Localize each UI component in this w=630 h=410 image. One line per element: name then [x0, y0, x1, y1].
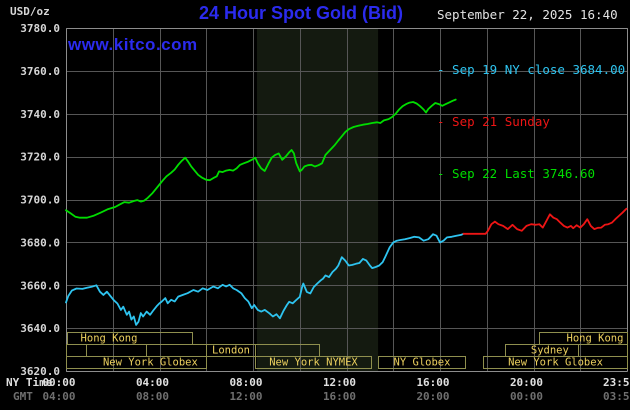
- x-tick-gmt-label: 12:00: [229, 390, 262, 403]
- x-tick-ny-label: 20:00: [510, 376, 543, 389]
- session-box: [378, 356, 466, 369]
- session-label: New York Globex: [103, 357, 198, 369]
- session-label: Hong Kong: [81, 333, 138, 345]
- legend-item: - Sep 22 Last 3746.60: [437, 166, 596, 181]
- kitco-watermark: www.kitco.com: [68, 35, 198, 54]
- session-box: [86, 344, 147, 357]
- x-tick-ny-label: 08:00: [229, 376, 262, 389]
- y-tick-label: 3660.0: [20, 279, 60, 292]
- nymex-session-band: [256, 28, 379, 371]
- datetime-label: September 22, 2025 16:40: [437, 7, 618, 22]
- y-tick-label: 3720.0: [20, 151, 60, 164]
- price-line-sep21: [462, 207, 628, 235]
- x-tick-gmt-label: 04:00: [42, 390, 75, 403]
- unit-label: USD/oz: [10, 5, 50, 18]
- x-tick-gmt-label: 20:00: [416, 390, 449, 403]
- legend-item: - Sep 19 NY close 3684.00: [437, 62, 626, 77]
- legend: - Sep 19 NY close 3684.00 - Sep 21 Sunda…: [437, 25, 625, 219]
- y-tick-label: 3640.0: [20, 322, 60, 335]
- session-box: [255, 356, 372, 369]
- legend-item: - Sep 21 Sunday: [437, 114, 550, 129]
- gmt-axis-label: GMT: [13, 390, 33, 403]
- y-tick-label: 3760.0: [20, 65, 60, 78]
- x-tick-ny-label: 00:00: [42, 376, 75, 389]
- y-tick-label: 3740.0: [20, 108, 60, 121]
- x-tick-ny-label: 16:00: [416, 376, 449, 389]
- session-label: Sydney: [531, 345, 569, 357]
- price-line-sep22: [65, 98, 457, 219]
- session-box: [146, 344, 207, 357]
- session-label: New York NYMEX: [269, 357, 358, 369]
- y-tick-label: 3700.0: [20, 194, 60, 207]
- x-tick-gmt-label: 00:00: [510, 390, 543, 403]
- session-label: NY Globex: [394, 357, 451, 369]
- ny-time-axis-label: NY Time: [6, 376, 53, 389]
- x-tick-gmt-label: 16:00: [323, 390, 356, 403]
- session-label: London: [212, 345, 250, 357]
- page-title: 24 Hour Spot Gold (Bid): [199, 3, 403, 23]
- session-label: Hong Kong: [567, 333, 624, 345]
- session-box: [66, 344, 87, 357]
- session-box: [578, 344, 628, 357]
- x-tick-ny-label: 12:00: [323, 376, 356, 389]
- x-tick-gmt-label: 08:00: [136, 390, 169, 403]
- x-tick-ny-label: 04:00: [136, 376, 169, 389]
- y-tick-label: 3780.0: [20, 22, 60, 35]
- x-tick-gmt-label: 03:59: [603, 390, 630, 403]
- session-box: [66, 356, 207, 369]
- price-line-sep19: [65, 232, 465, 326]
- x-tick-ny-label: 23:59: [603, 376, 630, 389]
- session-label: New York Globex: [508, 357, 603, 369]
- session-box: [483, 356, 628, 369]
- y-tick-label: 3620.0: [20, 365, 60, 378]
- y-tick-label: 3680.0: [20, 236, 60, 249]
